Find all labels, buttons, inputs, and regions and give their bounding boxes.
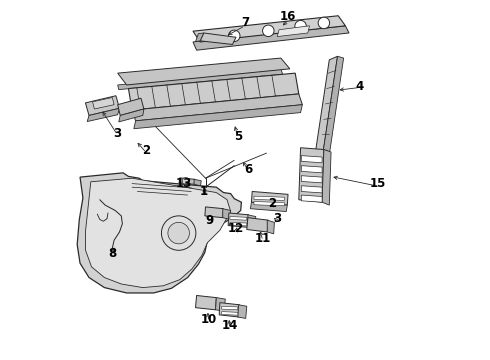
Polygon shape [230,222,247,226]
Text: 1: 1 [200,185,208,198]
Circle shape [161,216,196,250]
Polygon shape [254,202,285,206]
Text: 16: 16 [280,10,296,23]
Polygon shape [196,33,204,41]
Polygon shape [230,217,247,220]
Polygon shape [134,105,302,129]
Polygon shape [194,179,201,186]
Polygon shape [223,209,231,220]
Text: 7: 7 [241,17,249,30]
Polygon shape [254,196,285,201]
Text: 8: 8 [108,247,117,260]
Polygon shape [93,98,114,109]
Circle shape [263,25,274,37]
Polygon shape [301,186,322,193]
Polygon shape [85,96,120,116]
Polygon shape [118,58,290,85]
Circle shape [295,21,306,32]
Circle shape [182,177,190,185]
Text: 4: 4 [356,80,364,93]
Polygon shape [205,207,223,218]
Polygon shape [193,26,349,50]
Text: 10: 10 [201,312,217,326]
Polygon shape [193,16,345,42]
Polygon shape [301,166,322,173]
Circle shape [168,222,190,244]
Polygon shape [238,305,247,319]
Polygon shape [247,218,269,232]
Text: 6: 6 [245,163,253,176]
Polygon shape [309,56,338,196]
Polygon shape [248,215,256,229]
Text: 2: 2 [142,144,150,157]
Polygon shape [251,192,288,205]
Polygon shape [219,303,240,317]
Polygon shape [128,73,299,110]
Polygon shape [200,33,236,44]
Text: 5: 5 [234,130,242,143]
Text: 3: 3 [273,212,281,225]
Text: 13: 13 [176,177,192,190]
Polygon shape [322,149,331,205]
Text: 3: 3 [114,127,122,140]
Polygon shape [216,298,225,311]
Text: 9: 9 [205,214,213,227]
Polygon shape [196,296,216,310]
Polygon shape [250,202,287,212]
Polygon shape [221,312,238,315]
Polygon shape [221,306,238,310]
Text: 12: 12 [228,222,244,235]
Polygon shape [179,178,195,184]
Polygon shape [85,178,231,288]
Polygon shape [87,108,120,122]
Polygon shape [118,98,144,116]
Polygon shape [301,195,322,202]
Polygon shape [301,156,322,163]
Polygon shape [118,69,283,90]
Polygon shape [267,220,274,234]
Text: 11: 11 [255,231,271,244]
Circle shape [228,30,240,41]
Circle shape [318,17,330,29]
Polygon shape [301,176,322,183]
Polygon shape [119,109,144,122]
Text: 15: 15 [369,177,386,190]
Polygon shape [277,26,310,37]
Text: 14: 14 [222,319,238,332]
Polygon shape [228,213,248,227]
Polygon shape [132,94,302,121]
Polygon shape [299,148,324,202]
Polygon shape [317,56,343,196]
Polygon shape [77,173,242,293]
Text: 2: 2 [268,197,276,210]
